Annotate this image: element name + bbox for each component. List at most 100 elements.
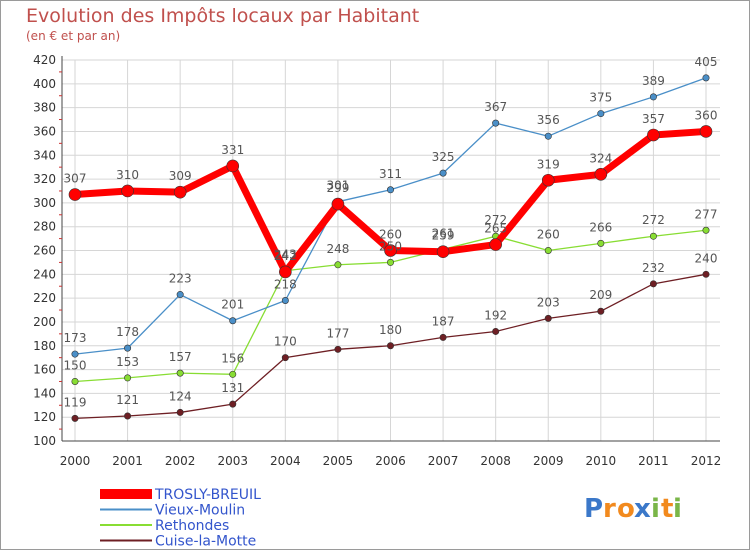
data-point [124,374,132,382]
data-point [649,280,657,288]
data-label: 180 [379,323,402,337]
data-label: 240 [695,251,718,265]
data-point [647,128,660,142]
data-point [436,245,450,258]
y-tick-label: 380 [33,101,56,115]
data-label: 310 [116,168,139,182]
data-label: 157 [169,350,192,364]
data-label: 301 [326,179,349,193]
y-tick-label: 140 [33,386,56,400]
data-label: 405 [695,55,718,69]
data-label: 260 [537,228,560,242]
data-label: 324 [589,151,612,165]
legend-swatch [100,539,152,542]
data-point [281,354,289,362]
x-tick-label: 2012 [691,454,722,468]
y-tick-label: 120 [33,410,56,424]
y-tick-label: 260 [33,244,56,258]
data-label: 173 [64,331,87,345]
data-label: 319 [537,157,560,171]
logo-letter: i [651,494,660,524]
logo-letter: x [634,494,651,524]
y-tick-label: 300 [33,196,56,210]
y-tick-label: 340 [33,148,56,162]
data-label: 124 [169,389,192,403]
data-label: 203 [537,295,560,309]
data-label: 177 [326,326,349,340]
data-point [121,184,134,198]
logo-letter: o [617,494,635,524]
data-point [597,307,605,315]
legend-swatch [100,508,152,511]
y-tick-label: 400 [33,77,56,91]
data-point [124,344,132,352]
logo-letter: P [584,494,603,524]
data-point [279,265,292,279]
data-point [71,414,79,422]
data-point [544,314,552,322]
y-tick-label: 180 [33,339,56,353]
data-label: 232 [642,261,665,275]
data-label: 150 [64,358,87,372]
data-label: 153 [116,355,139,369]
y-tick-label: 220 [33,291,56,305]
data-label: 242 [274,249,297,263]
data-point [702,270,710,278]
data-point [226,159,240,173]
data-label: 272 [642,213,665,227]
data-label: 250 [379,239,402,253]
data-label: 131 [221,381,244,395]
x-axis-ticks: 2000 2001 2002 2003 2004 2005 2006 2007 2008 2009… [60,454,722,468]
data-point [229,370,237,378]
data-point [229,317,237,325]
legend-label: Rethondes [155,518,229,534]
data-point [68,188,82,201]
data-label: 266 [589,220,612,234]
legend-label: Vieux-Moulin [155,503,245,519]
data-point [649,93,657,101]
data-label: 248 [326,242,349,256]
legend-swatch [100,489,152,499]
data-point [386,186,394,194]
x-tick-label: 2006 [375,454,406,468]
data-point [544,247,552,255]
data-label: 121 [116,393,139,407]
data-point [492,327,500,335]
data-label: 201 [221,298,244,312]
legend: TROSLY-BREUILVieux-MoulinRethondesCuise-… [100,487,261,550]
data-label: 119 [64,395,87,409]
data-label: 311 [379,167,402,181]
data-label: 389 [642,74,665,88]
x-tick-label: 2011 [638,454,669,468]
data-label: 178 [116,325,139,339]
x-tick-label: 2001 [112,454,143,468]
data-label: 259 [432,229,455,243]
legend-swatch [100,524,152,526]
data-label: 307 [64,172,87,186]
data-point [281,297,289,305]
data-point [594,168,608,181]
data-point [439,333,447,341]
data-label: 170 [274,335,297,349]
data-label: 277 [695,207,718,221]
y-tick-label: 240 [33,267,56,281]
data-point [176,291,184,299]
data-label: 260 [379,228,402,242]
data-point [331,197,345,211]
logo-letter: t [661,494,673,524]
data-point [71,377,79,385]
data-point [176,369,184,377]
data-point [334,261,342,269]
legend-label: TROSLY-BREUIL [154,487,261,503]
data-label: 261 [432,226,455,240]
data-label: 187 [432,314,455,328]
series-lines [68,74,713,422]
data-label: 243 [274,248,297,262]
data-point [229,400,237,408]
data-label: 325 [432,150,455,164]
x-tick-label: 2005 [323,454,354,468]
axes [59,56,720,442]
data-label: 375 [589,91,612,105]
